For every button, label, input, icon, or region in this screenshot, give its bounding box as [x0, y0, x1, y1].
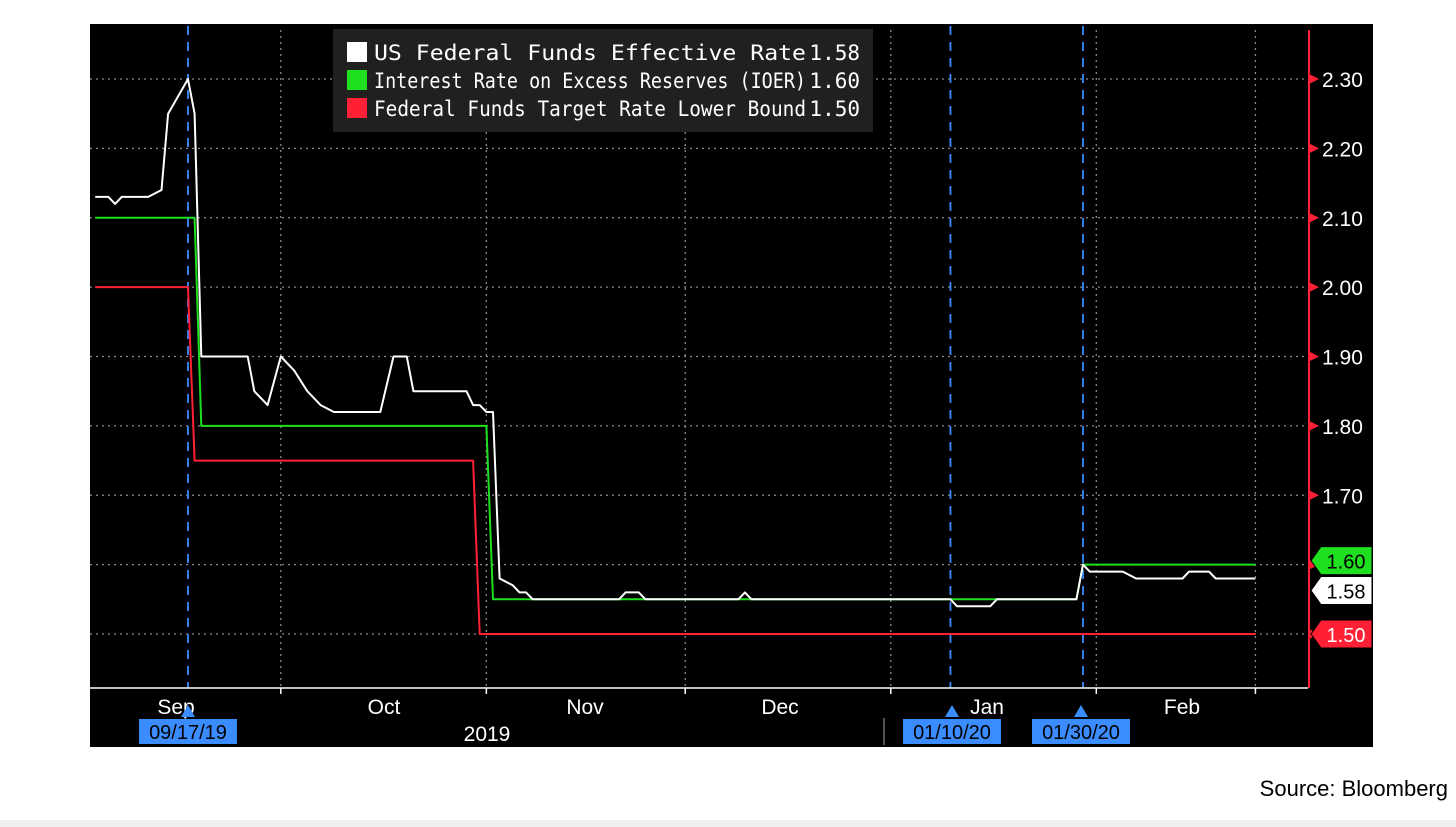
value-tag: 1.50 — [1310, 619, 1373, 649]
marker-triangle-icon — [945, 705, 959, 717]
event-marker-1: 09/17/19 — [139, 705, 237, 744]
legend-swatch — [347, 98, 367, 118]
chart-background — [90, 24, 1373, 747]
y-tick-mark — [1310, 213, 1319, 223]
marker-date-box — [1032, 719, 1130, 744]
x-tick-label: Feb — [1164, 696, 1200, 719]
marker-date-label: 09/17/19 — [149, 722, 227, 744]
legend-label: Federal Funds Target Rate Lower Bound — [374, 97, 806, 121]
y-tick-label: 2.30 — [1322, 69, 1363, 92]
y-tick-label: 1.90 — [1322, 347, 1363, 370]
value-tag-shape — [1310, 576, 1373, 605]
y-tick-label: 2.20 — [1322, 138, 1363, 161]
value-tag: 1.60 — [1310, 546, 1373, 576]
marker-triangle-icon — [1074, 705, 1088, 717]
legend-label: US Federal Funds Effective Rate — [374, 41, 806, 65]
x-tick-label: Nov — [566, 696, 604, 719]
event-marker-3: 01/30/20 — [1032, 705, 1130, 744]
value-tag-shape — [1310, 546, 1373, 576]
event-marker-2: 01/10/20 — [903, 705, 1001, 744]
marker-triangle-icon — [181, 705, 195, 717]
value-tag: 1.58 — [1310, 576, 1373, 605]
y-tick-mark — [1310, 143, 1319, 153]
value-tag-label: 1.60 — [1327, 552, 1366, 574]
legend-value: 1.50 — [809, 97, 860, 121]
y-tick-mark — [1310, 282, 1319, 292]
legend-value: 1.58 — [809, 41, 860, 65]
y-tick-label: 1.70 — [1322, 485, 1363, 508]
legend-label: Interest Rate on Excess Reserves (IOER) — [374, 69, 806, 93]
series-line-0 — [95, 78, 1256, 608]
legend: US Federal Funds Effective Rate 1.58Inter… — [333, 29, 873, 132]
x-year-label: 2019 — [464, 723, 511, 746]
bottom-strip — [0, 820, 1456, 827]
y-tick-mark — [1310, 490, 1319, 500]
marker-date-box — [903, 719, 1001, 744]
marker-date-label: 01/30/20 — [1042, 722, 1120, 744]
legend-swatch — [347, 42, 367, 62]
value-tag-label: 1.58 — [1327, 582, 1366, 604]
marker-date-label: 01/10/20 — [913, 722, 991, 744]
legend-value: 1.60 — [809, 69, 860, 93]
series-lines — [95, 78, 1256, 635]
y-tick-label: 2.00 — [1322, 277, 1363, 300]
y-tick-mark — [1310, 421, 1319, 431]
y-tick-mark — [1310, 74, 1319, 84]
source-credit: Source: Bloomberg — [1259, 776, 1448, 801]
x-tick-label: Oct — [368, 696, 401, 719]
y-tick-label: 1.80 — [1322, 416, 1363, 439]
value-tag-label: 1.50 — [1327, 625, 1366, 647]
series-line-2 — [95, 286, 1256, 635]
last-value-tags: 1.60 1.50 1.58 — [1310, 546, 1373, 649]
y-tick-label: 2.10 — [1322, 208, 1363, 231]
x-tick-label: Jan — [970, 696, 1004, 719]
legend-swatch — [347, 70, 367, 90]
x-tick-label: Dec — [761, 696, 798, 719]
value-tag-shape — [1310, 619, 1373, 649]
legend-box — [333, 29, 873, 132]
marker-date-box — [139, 719, 237, 744]
y-tick-mark — [1310, 352, 1319, 361]
